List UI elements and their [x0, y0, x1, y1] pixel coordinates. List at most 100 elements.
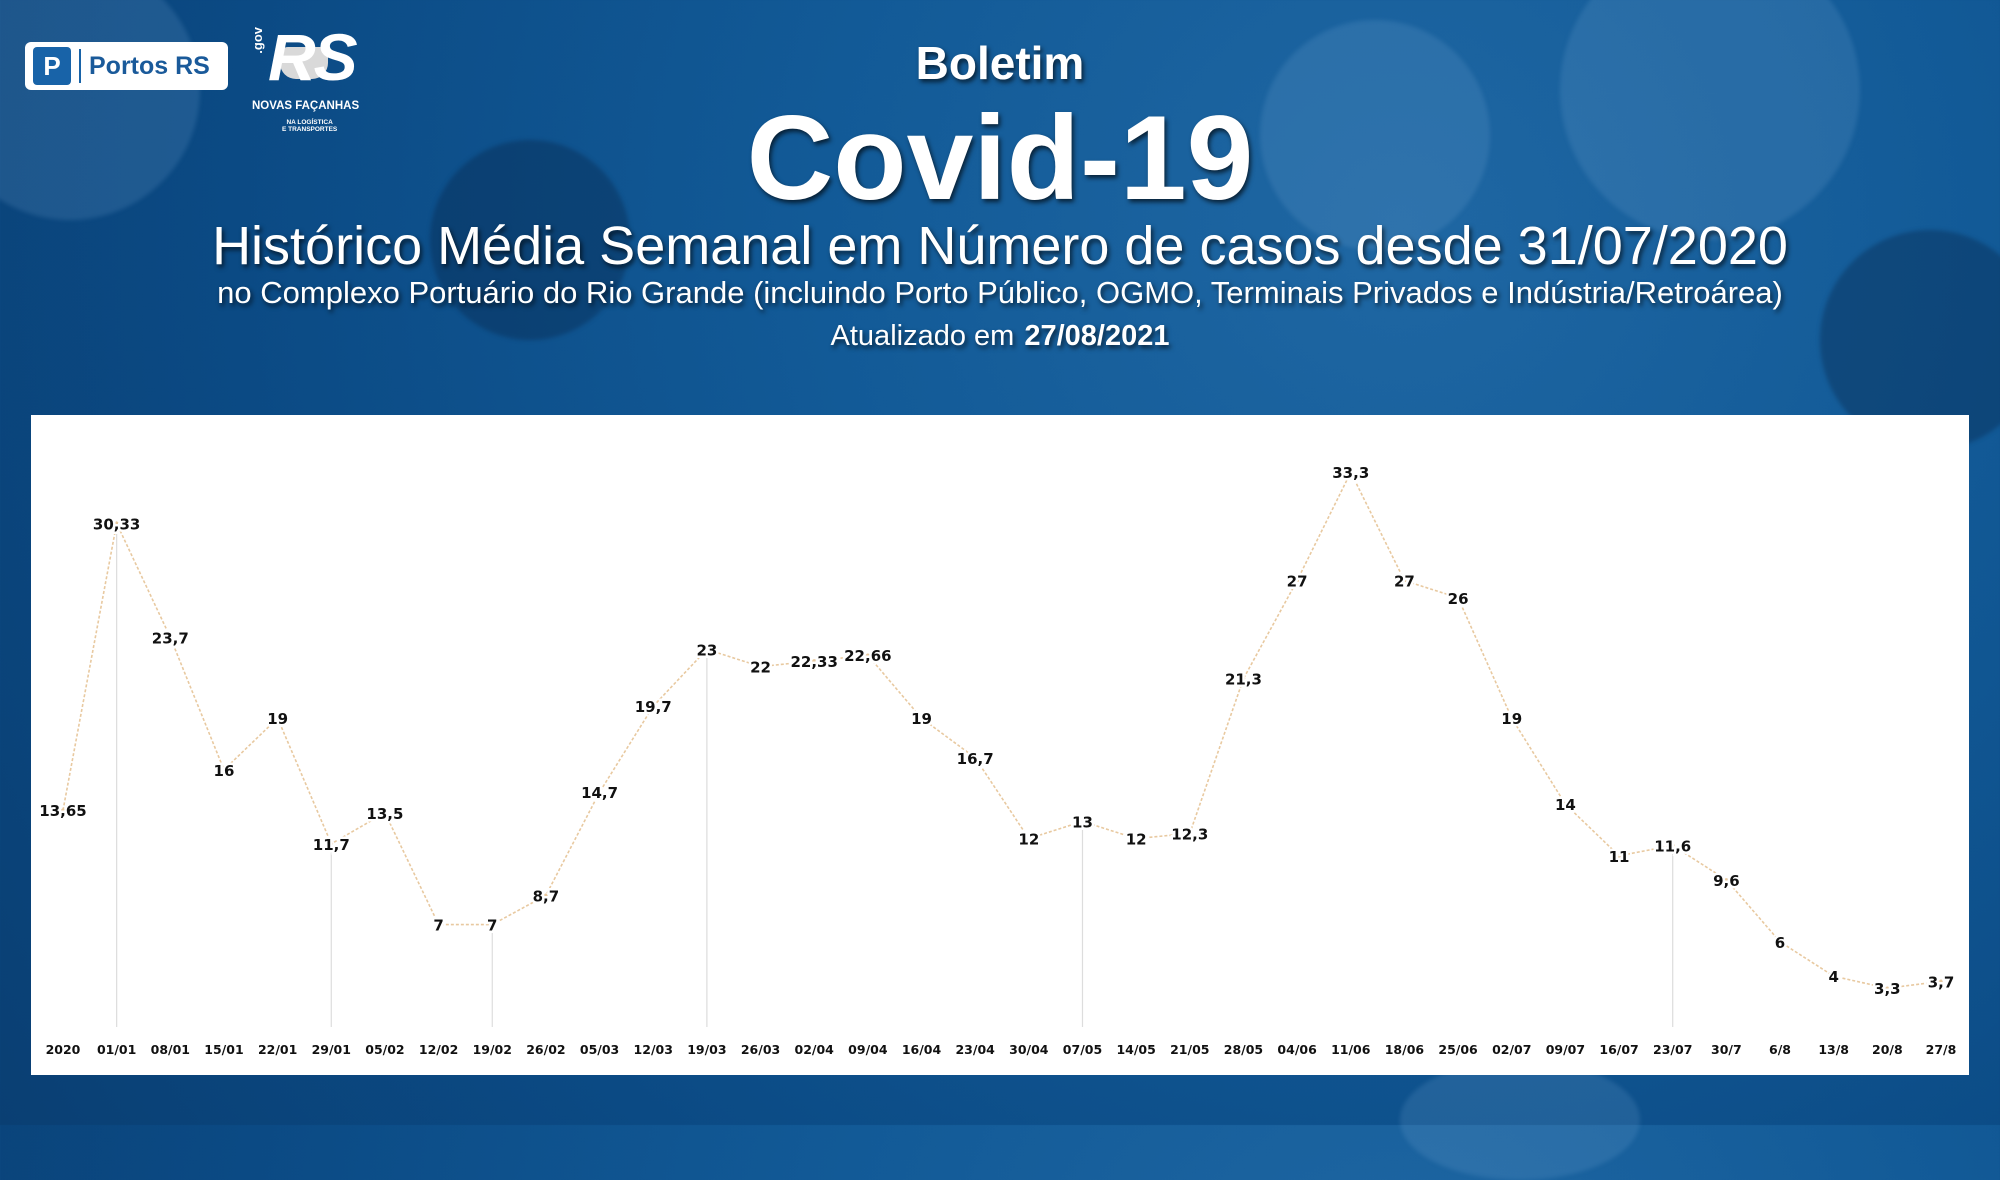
x-tick-label: 04/06	[1277, 1042, 1317, 1057]
data-point	[222, 768, 226, 772]
x-tick-label: 22/01	[258, 1042, 297, 1057]
x-tick-label: 05/03	[580, 1042, 619, 1057]
data-label: 23,7	[152, 629, 189, 647]
data-point	[597, 790, 602, 794]
data-point	[1295, 578, 1299, 583]
data-point	[1670, 843, 1675, 848]
x-tick-label: 02/04	[795, 1042, 835, 1057]
data-point	[919, 716, 924, 720]
data-label: 19	[911, 710, 932, 728]
header-boletim: Boletim	[915, 37, 1085, 89]
logo-divider	[79, 49, 81, 83]
x-tick-label: 23/07	[1653, 1042, 1692, 1057]
data-label: 14,7	[581, 784, 618, 802]
gov-subtitle: NOVAS FAÇANHAS	[252, 100, 360, 112]
data-point	[1348, 470, 1353, 475]
page-title: Covid-19	[746, 91, 1254, 225]
data-label: 9,6	[1713, 872, 1740, 890]
data-point	[1563, 802, 1568, 806]
data-label: 26	[1448, 590, 1469, 608]
data-point	[168, 635, 173, 640]
portos-rs-logo-text: Portos RS	[89, 51, 210, 80]
page-subtitle: Histórico Média Semanal em Número de cas…	[212, 216, 1788, 276]
data-point	[1402, 578, 1407, 583]
updated-label: Atualizado em	[830, 320, 1015, 352]
data-point	[275, 716, 280, 720]
x-tick-label: 27/8	[1926, 1042, 1957, 1057]
data-point	[1885, 986, 1890, 991]
data-point	[114, 521, 119, 526]
data-label: 23	[696, 641, 717, 659]
x-tick-label: 2020	[46, 1042, 81, 1057]
virus-decoration	[1260, 20, 1490, 250]
data-point	[544, 893, 548, 898]
portos-rs-logo: P Portos RS	[25, 42, 228, 90]
data-point	[651, 704, 656, 708]
data-point	[812, 659, 816, 663]
x-tick-label: 19/03	[687, 1042, 726, 1057]
x-tick-label: 12/03	[634, 1042, 673, 1057]
x-tick-label: 30/7	[1711, 1042, 1742, 1057]
x-tick-label: 20/8	[1872, 1042, 1903, 1057]
data-label: 13,5	[366, 805, 403, 823]
data-point	[705, 647, 709, 652]
data-label: 7	[433, 917, 443, 935]
data-label: 27	[1394, 573, 1415, 591]
data-label: 19	[1501, 710, 1522, 728]
gov-subtitle-small: NA LOGÍSTICA E TRANSPORTES	[282, 119, 338, 133]
x-tick-label: 26/02	[526, 1042, 565, 1057]
data-point	[1241, 676, 1246, 681]
data-label: 11,7	[313, 836, 350, 854]
data-label: 22,66	[844, 647, 891, 665]
x-tick-label: 18/06	[1385, 1042, 1425, 1057]
updated-date: 27/08/2021	[1024, 320, 1170, 352]
data-label: 8,7	[533, 887, 560, 905]
data-point	[866, 653, 870, 658]
x-tick-label: 19/02	[473, 1042, 512, 1057]
x-tick-label: 02/07	[1492, 1042, 1531, 1057]
updated-info: Atualizado em 27/08/2021	[0, 320, 2000, 353]
data-point	[490, 922, 495, 927]
data-label: 27	[1287, 573, 1308, 591]
data-point	[61, 808, 65, 813]
line-chart: 13,65 30,33 23,7 16 19 11,7 13,5 7 7 8,7 14,7 19,7 2…	[37, 462, 1957, 1057]
gov-rs-logo: .gov RS NOVAS FAÇANHAS NA LOGÍSTICA E TR…	[250, 20, 375, 140]
data-point	[1617, 854, 1621, 858]
portos-rs-logo-icon: P	[33, 47, 71, 85]
data-label: 7	[487, 917, 497, 935]
x-tick-label: 14/05	[1116, 1042, 1155, 1057]
virus-decoration	[1560, 0, 1860, 240]
data-point	[1831, 974, 1836, 978]
data-point	[329, 841, 334, 846]
x-tick-label: 25/06	[1438, 1042, 1478, 1057]
data-label: 11,6	[1654, 837, 1691, 855]
data-point	[1778, 940, 1782, 944]
data-label: 16,7	[957, 750, 994, 768]
data-label: 4	[1828, 968, 1838, 986]
x-tick-label: 12/02	[419, 1042, 458, 1057]
data-label: 12	[1126, 831, 1147, 849]
x-tick-label: 05/02	[365, 1042, 404, 1057]
gov-rs-text: RS	[268, 20, 358, 94]
data-point	[1939, 979, 1943, 984]
data-label: 19	[267, 710, 288, 728]
data-point	[973, 755, 977, 760]
data-point	[1188, 831, 1192, 836]
virus-decoration	[1400, 1060, 1640, 1180]
chart-panel: 13,65 30,33 23,7 16 19 11,7 13,5 7 7 8,7 14,7 19,7 2…	[31, 415, 1969, 1075]
data-point	[1509, 716, 1514, 720]
data-point	[1724, 878, 1729, 882]
data-label: 22,33	[790, 653, 837, 671]
x-tick-label: 26/03	[741, 1042, 780, 1057]
data-label: 30,33	[93, 515, 140, 533]
series-line	[62, 470, 1942, 990]
x-tick-label: 08/01	[151, 1042, 190, 1057]
data-label: 22	[750, 659, 771, 677]
data-label: 33,3	[1332, 464, 1369, 482]
data-label: 11	[1609, 848, 1630, 866]
x-tick-label: 21/05	[1170, 1042, 1209, 1057]
data-label: 3,7	[1928, 973, 1955, 991]
data-label: 13	[1072, 813, 1093, 831]
page-description: no Complexo Portuário do Rio Grande (inc…	[217, 275, 1783, 310]
x-tick-label: 07/05	[1063, 1042, 1102, 1057]
